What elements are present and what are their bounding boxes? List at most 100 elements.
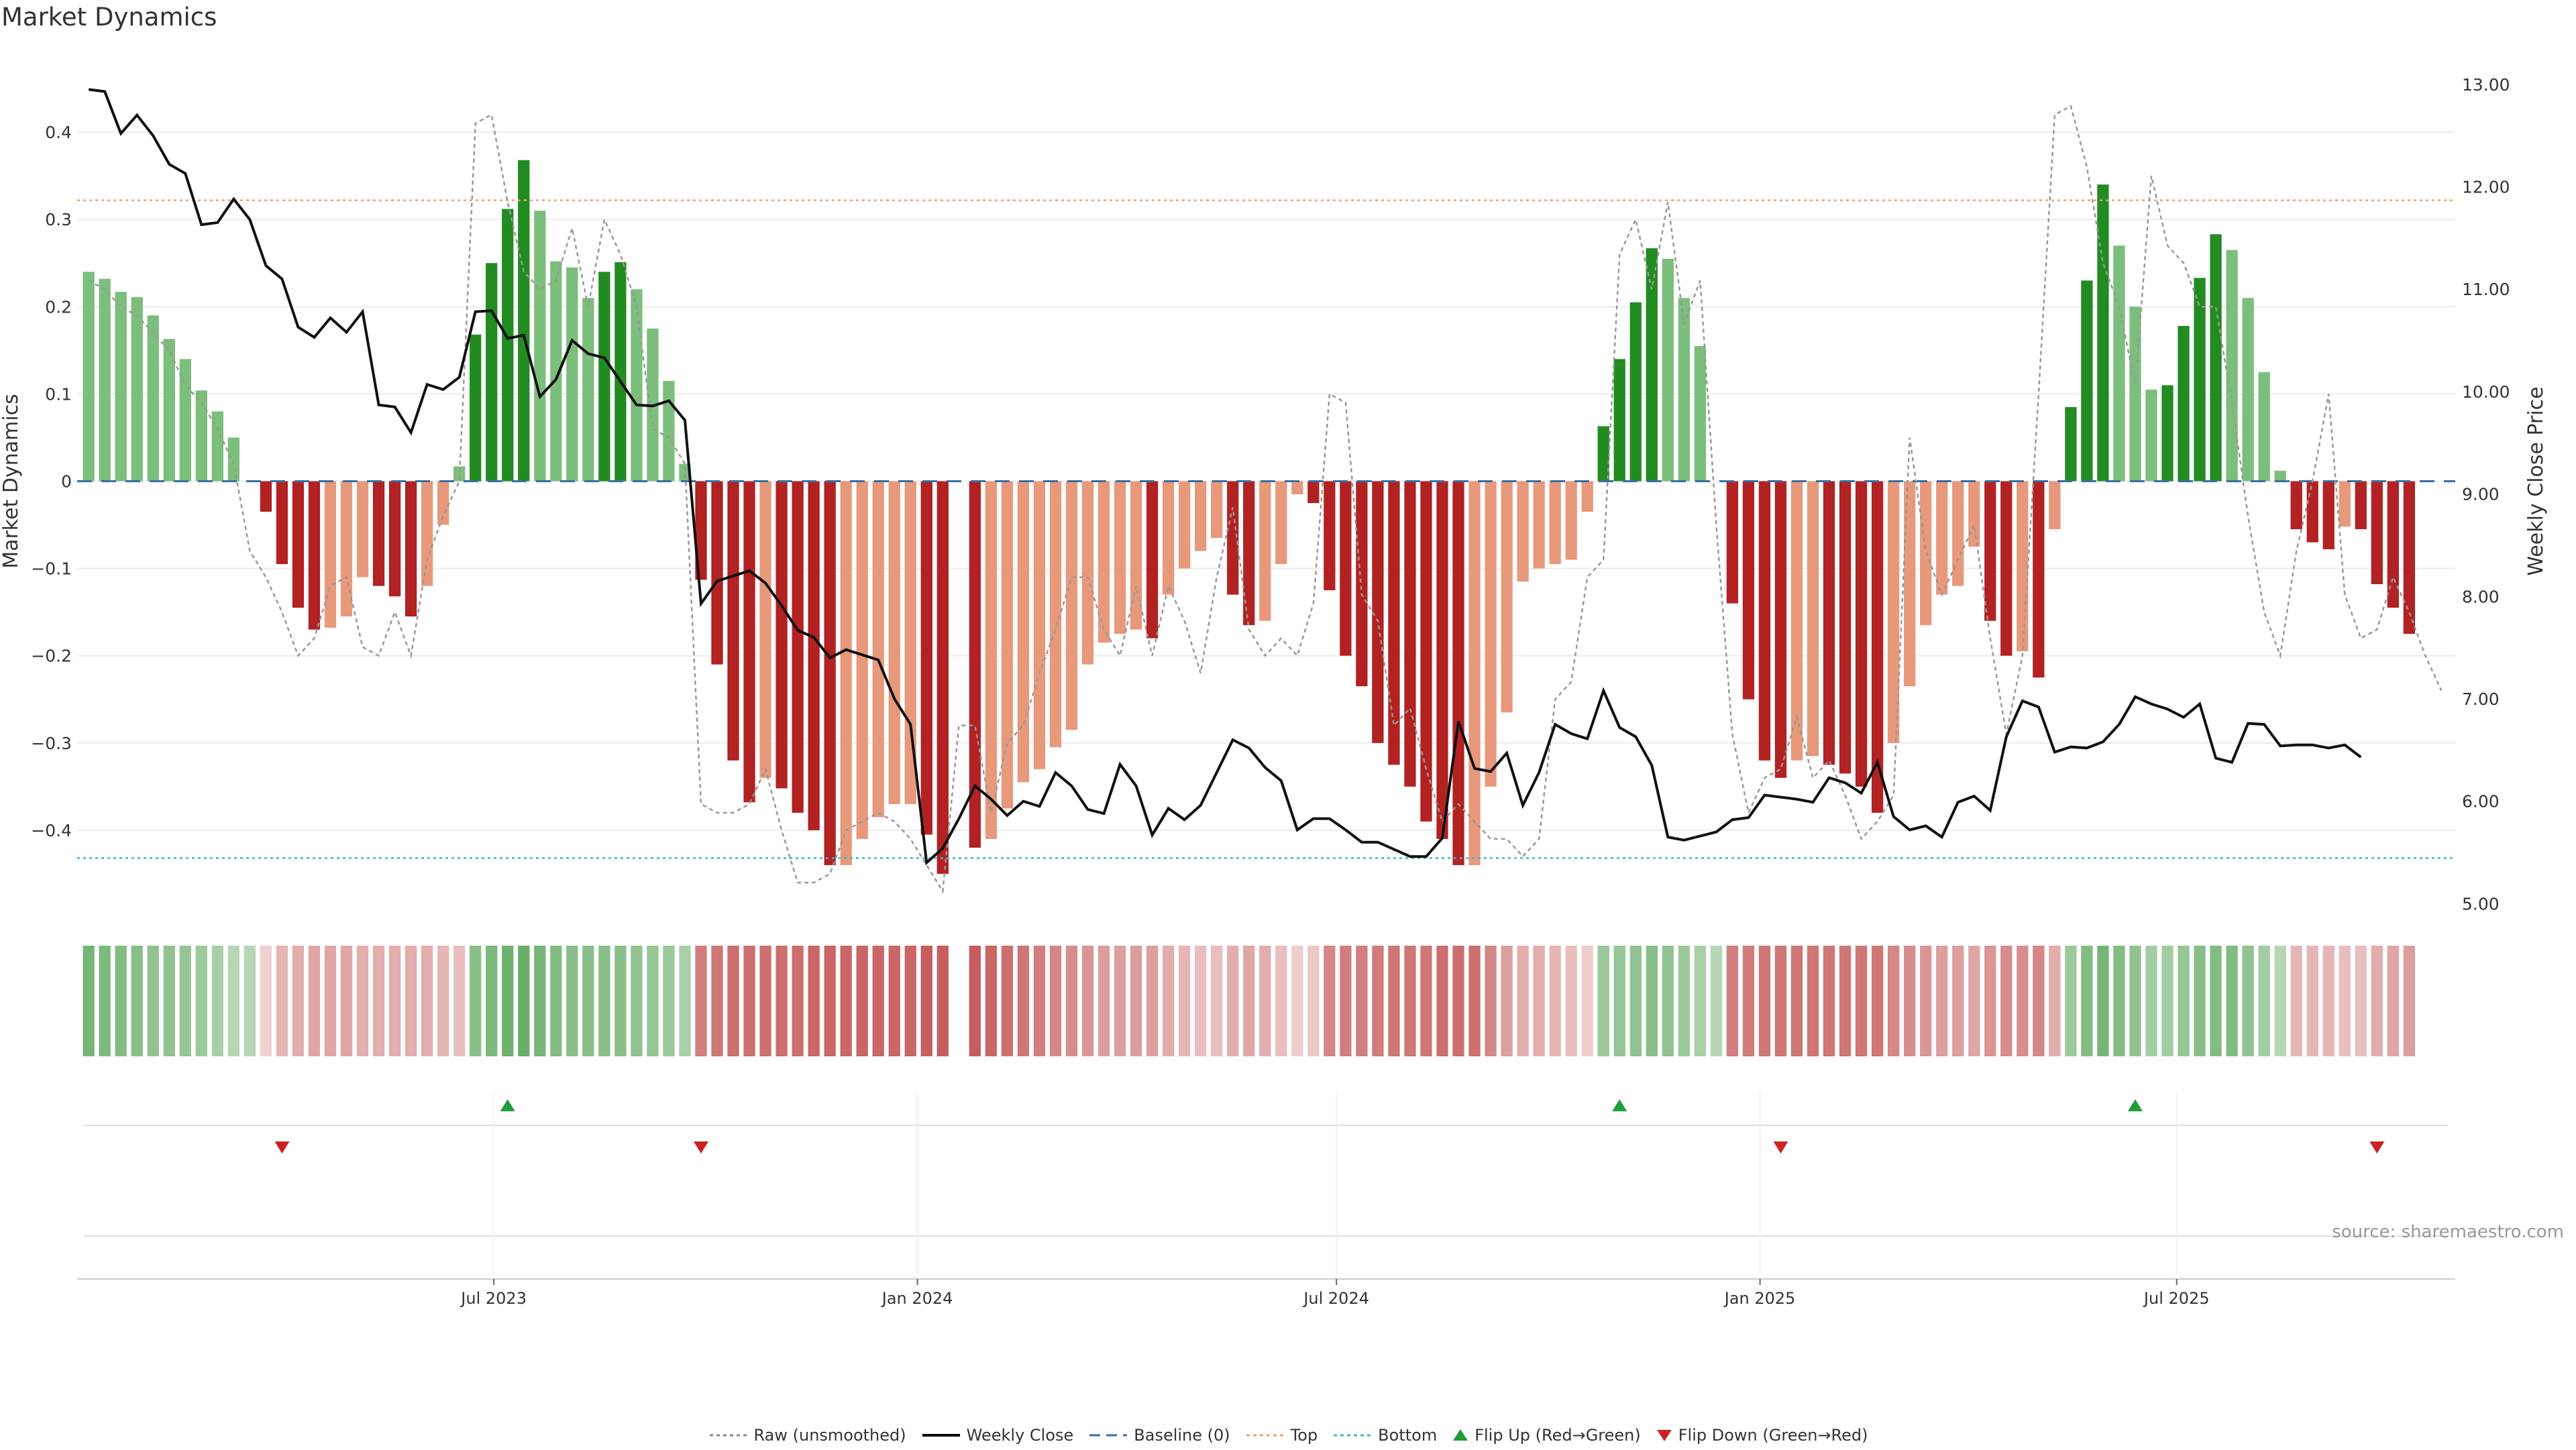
market-bar [743, 481, 755, 803]
market-bar [1549, 481, 1561, 565]
market-bar [985, 481, 998, 839]
signal-cell [872, 946, 884, 1056]
market-bar [1340, 481, 1352, 656]
signal-cell [2178, 946, 2190, 1056]
flip-down-marker [694, 1141, 709, 1154]
x-tick-label: Jul 2025 [2143, 1289, 2210, 1308]
signal-cell [2242, 946, 2254, 1056]
market-bar [502, 209, 514, 482]
market-bar [1049, 481, 1062, 748]
market-bar [308, 481, 321, 630]
signal-cell [1501, 946, 1513, 1056]
market-bar [131, 296, 143, 482]
market-bar [405, 481, 417, 617]
market-bar [1114, 481, 1126, 634]
market-bar [872, 481, 884, 818]
signal-cell [2387, 946, 2399, 1056]
y2-tick-label: 12.00 [2462, 178, 2510, 197]
signal-cell [1984, 946, 1996, 1056]
x-tick-label: Jul 2024 [1302, 1289, 1369, 1308]
signal-cell [1340, 946, 1352, 1056]
market-bar [2258, 372, 2270, 482]
signal-cell [2049, 946, 2061, 1056]
market-bar [324, 481, 337, 628]
signal-cell [1662, 946, 1674, 1056]
market-bar [808, 481, 820, 830]
signal-cell [276, 946, 288, 1056]
signal-cell [195, 946, 207, 1056]
signal-cell [663, 946, 675, 1056]
market-bar [1646, 248, 1658, 482]
market-bar [1065, 481, 1078, 730]
signal-cell [147, 946, 159, 1056]
signal-cell [614, 946, 627, 1056]
y-tick-label: −0.3 [31, 734, 72, 753]
market-bar [1324, 481, 1336, 591]
market-bar [1694, 345, 1707, 482]
legend: Raw (unsmoothed) Weekly Close Baseline (0)… [0, 1420, 2576, 1450]
market-bar [888, 481, 900, 804]
x-tick-label: Jan 2024 [881, 1289, 953, 1308]
y-tick-label: −0.1 [31, 559, 72, 579]
signal-cell [1130, 946, 1142, 1056]
signal-cell [2274, 946, 2286, 1056]
y-tick-label: 0.4 [45, 123, 72, 142]
market-bar [840, 481, 852, 865]
market-bar [227, 437, 240, 482]
signal-cell [1646, 946, 1658, 1056]
signal-cell [1146, 946, 1159, 1056]
market-bar [2161, 385, 2174, 482]
market-bar [356, 481, 369, 577]
signal-cell [356, 946, 369, 1056]
signal-cell [920, 946, 932, 1056]
market-bar [631, 289, 643, 482]
market-bar [1404, 481, 1416, 787]
market-bar [179, 359, 191, 482]
signal-cell [582, 946, 594, 1056]
market-bar [421, 481, 433, 586]
signal-cell [2033, 946, 2045, 1056]
signal-cell [340, 946, 353, 1056]
market-bar [1952, 481, 1964, 586]
legend-label: Baseline (0) [1134, 1426, 1230, 1445]
legend-item: Flip Down (Green→Red) [1656, 1426, 1868, 1445]
market-bar [1097, 481, 1110, 643]
market-bar [1468, 481, 1481, 865]
signal-cell [244, 946, 256, 1056]
market-bar [1372, 481, 1384, 743]
signal-cell [1227, 946, 1239, 1056]
signal-cell [1855, 946, 1868, 1056]
market-bar [1662, 258, 1674, 482]
signal-cell [2065, 946, 2077, 1056]
signal-cell [163, 946, 175, 1056]
signal-cell [518, 946, 530, 1056]
market-bar [83, 272, 95, 482]
market-bar [2290, 481, 2302, 530]
x-tick-label: Jul 2023 [460, 1289, 527, 1308]
signal-cell [1195, 946, 1207, 1056]
legend-label: Weekly Close [966, 1426, 1074, 1445]
signal-cell [2129, 946, 2141, 1056]
market-bar [1211, 481, 1223, 539]
signal-cell [1356, 946, 1368, 1056]
market-bar [1726, 481, 1739, 604]
y2-tick-label: 6.00 [2462, 792, 2500, 812]
legend-swatch-icon [709, 1434, 747, 1437]
signal-cell [292, 946, 305, 1056]
signal-cell [1517, 946, 1529, 1056]
signal-cell [453, 946, 466, 1056]
market-bar [824, 481, 836, 865]
legend-label: Raw (unsmoothed) [753, 1426, 906, 1445]
signal-cell [2000, 946, 2012, 1056]
market-bar [1179, 481, 1191, 569]
signal-cell [1307, 946, 1320, 1056]
market-bar [2403, 481, 2416, 634]
signal-cell [759, 946, 771, 1056]
signal-cell [1049, 946, 1062, 1056]
legend-swatch-icon [1453, 1429, 1468, 1441]
signal-cell [502, 946, 514, 1056]
signal-cell [1678, 946, 1690, 1056]
market-bar [1356, 481, 1368, 687]
market-bar [2387, 481, 2399, 608]
